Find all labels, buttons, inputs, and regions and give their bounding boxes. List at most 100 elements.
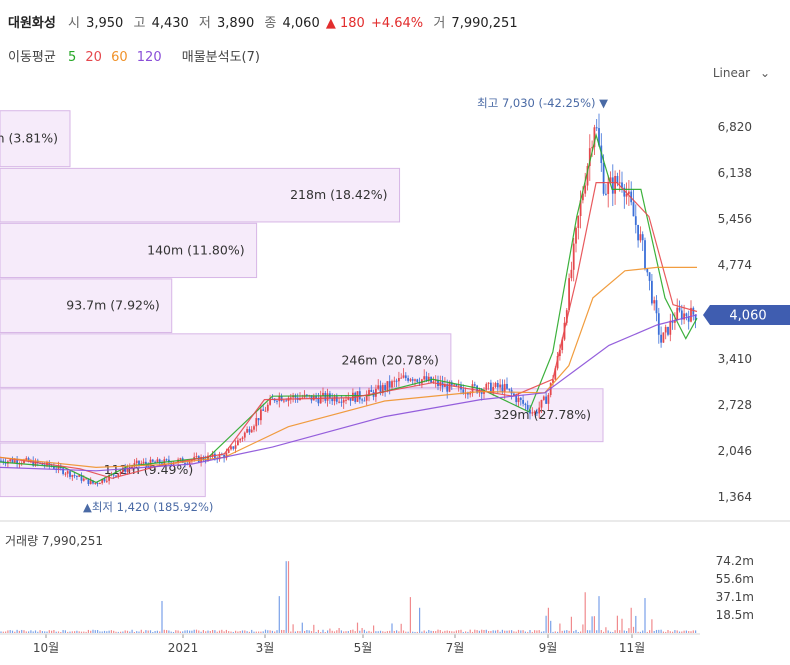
candle-body	[331, 398, 334, 402]
volume-bar	[662, 631, 664, 633]
volume-bar	[67, 631, 69, 633]
candle-body	[450, 382, 453, 386]
chevron-down-icon[interactable]: ⌄	[759, 66, 770, 80]
candle-body	[324, 392, 327, 401]
candle-body	[11, 459, 14, 463]
volume-bar	[175, 630, 177, 633]
candle-body	[476, 385, 478, 393]
volume-bar	[363, 629, 365, 633]
candle-body	[66, 471, 69, 474]
candle-body	[632, 202, 635, 217]
candle-body	[25, 458, 28, 460]
candle-body	[269, 398, 271, 405]
volume-bar	[322, 629, 324, 633]
volume-bar	[642, 630, 644, 633]
candle-body	[276, 400, 278, 402]
volume-bar	[685, 630, 687, 633]
volume-bar	[478, 630, 480, 633]
volume-bar	[184, 630, 186, 633]
candle-body	[283, 400, 285, 402]
volume-bar	[455, 630, 457, 633]
candle-body	[243, 432, 246, 438]
volume-profile-toggle[interactable]: 매물분석도(7)	[181, 50, 260, 65]
volume-bar	[264, 629, 267, 633]
volume-bar	[232, 631, 234, 633]
candle-body	[237, 440, 239, 446]
candle-body	[156, 459, 159, 463]
volume-bar	[120, 631, 122, 633]
candle-body	[161, 463, 163, 465]
volume-bar	[281, 629, 283, 633]
candle-body	[138, 460, 140, 465]
volume-bar	[409, 597, 411, 633]
candle-body	[533, 411, 536, 413]
volume-bar	[94, 630, 96, 633]
volume-title: 거래량 7,990,251	[5, 534, 103, 548]
volume-bar	[331, 630, 333, 633]
candle-body	[71, 475, 74, 477]
volume-bar	[90, 630, 92, 633]
candle-body	[490, 382, 492, 393]
moving-average-toggle[interactable]: 이동평균	[8, 50, 56, 65]
volume-bar	[7, 630, 9, 633]
volume-bar	[593, 616, 595, 633]
ma-60-label[interactable]: 60	[111, 50, 128, 65]
volume-bar	[69, 631, 71, 633]
stock-name[interactable]: 대원화성	[8, 16, 56, 31]
candle-body	[414, 379, 416, 381]
quote-row: 대원화성 시 3,950 고 4,430 저 3,890 종 4,060 ▲ 1…	[8, 12, 524, 31]
volume-bar	[159, 631, 161, 633]
candle-body	[142, 461, 145, 464]
scale-mode-button[interactable]: Linear ⌄	[713, 66, 770, 80]
volume-bar	[517, 629, 520, 633]
volume-bar	[34, 630, 37, 633]
volume-bar	[115, 631, 117, 633]
candle-body	[423, 376, 426, 380]
volume-bar	[483, 630, 485, 633]
volume-bar	[448, 630, 451, 633]
candle-body	[455, 384, 458, 387]
candle-body	[9, 459, 12, 462]
volume-bar	[444, 630, 446, 633]
volume-bar	[225, 629, 227, 633]
ma-5-label[interactable]: 5	[67, 50, 77, 65]
candle-body	[664, 326, 667, 333]
ma-20-label[interactable]: 20	[85, 50, 102, 65]
volume-bar	[616, 615, 618, 633]
candle-body	[253, 426, 255, 430]
volume-bar	[60, 632, 62, 633]
volume-bar	[471, 631, 474, 633]
scale-mode-label[interactable]: Linear	[712, 66, 751, 80]
volume-bar	[600, 630, 602, 633]
volume-bar	[189, 630, 191, 633]
candle-body	[513, 393, 515, 396]
volume-bar	[55, 631, 57, 633]
volume-bar	[163, 629, 165, 633]
candle-body	[352, 392, 354, 401]
candle-body	[637, 224, 639, 241]
volume-bar	[260, 631, 262, 633]
volume-bar	[241, 630, 244, 633]
volume-bar	[343, 631, 345, 633]
volume-bar	[333, 631, 336, 633]
volume-bar	[154, 631, 156, 633]
volume-bar	[251, 629, 253, 633]
volume-bar	[688, 631, 690, 633]
candle-body	[572, 243, 575, 270]
candle-body	[386, 381, 389, 391]
volume-bar	[465, 631, 467, 633]
volume-bar	[419, 607, 421, 633]
candle-body	[124, 467, 127, 472]
candle-body	[531, 412, 534, 414]
ma-120-label[interactable]: 120	[136, 50, 162, 65]
volume-bar	[152, 631, 154, 633]
candle-body	[674, 319, 676, 323]
volume-bar	[205, 631, 207, 633]
volume-bar	[407, 631, 409, 633]
candle-body	[662, 332, 665, 343]
volume-value: 7,990,251	[451, 16, 518, 31]
candle-body	[230, 446, 232, 450]
volume-bar	[97, 630, 99, 633]
candle-body	[469, 393, 472, 395]
